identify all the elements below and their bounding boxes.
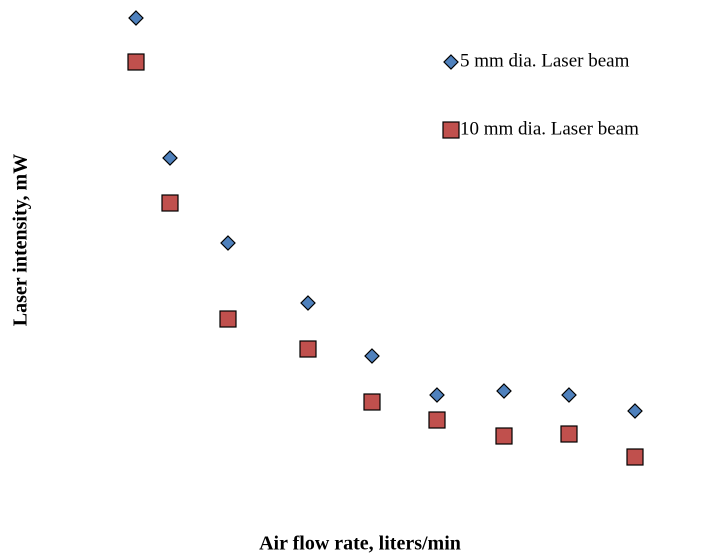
legend-marker xyxy=(442,121,460,139)
legend-label: 10 mm dia. Laser beam xyxy=(460,118,639,139)
data-point xyxy=(364,348,380,364)
data-point xyxy=(161,194,179,212)
legend-marker xyxy=(443,54,459,70)
data-point xyxy=(127,53,145,71)
data-point xyxy=(299,340,317,358)
legend-label: 5 mm dia. Laser beam xyxy=(460,50,630,71)
data-point xyxy=(219,310,237,328)
data-point xyxy=(495,427,513,445)
data-point xyxy=(428,411,446,429)
data-point xyxy=(560,425,578,443)
data-point xyxy=(627,403,643,419)
data-point xyxy=(300,295,316,311)
data-point xyxy=(496,383,512,399)
data-point xyxy=(363,393,381,411)
data-point xyxy=(162,150,178,166)
data-point xyxy=(220,235,236,251)
y-axis-label: Laser intensity, mW xyxy=(10,154,32,326)
data-point xyxy=(561,387,577,403)
x-axis-label: Air flow rate, liters/min xyxy=(259,533,461,555)
data-point xyxy=(626,448,644,466)
data-point xyxy=(128,10,144,26)
data-point xyxy=(429,387,445,403)
